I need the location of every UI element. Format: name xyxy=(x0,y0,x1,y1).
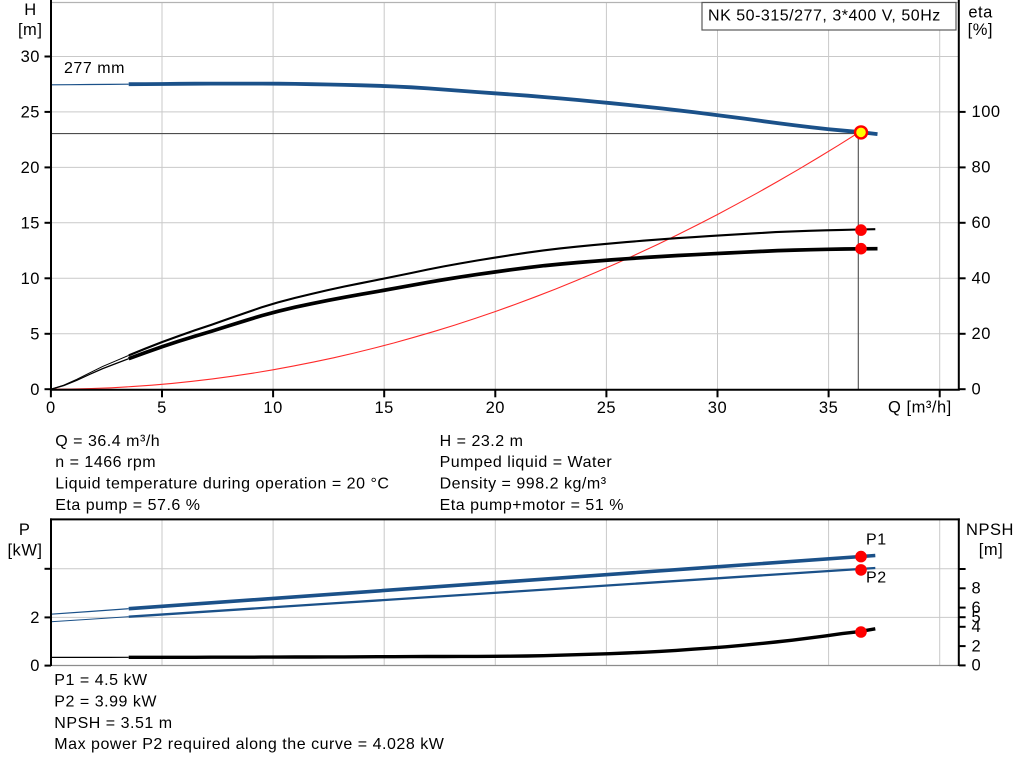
svg-text:Max power P2 required along th: Max power P2 required along the curve = … xyxy=(54,736,444,753)
svg-text:Density = 998.2 kg/m³: Density = 998.2 kg/m³ xyxy=(440,476,607,493)
svg-text:[m]: [m] xyxy=(979,541,1003,559)
svg-text:2: 2 xyxy=(972,637,982,655)
svg-text:100: 100 xyxy=(972,103,1001,121)
svg-text:Eta pump = 57.6 %: Eta pump = 57.6 % xyxy=(55,497,200,514)
svg-text:80: 80 xyxy=(972,159,991,177)
svg-text:0: 0 xyxy=(972,380,982,398)
svg-text:40: 40 xyxy=(972,270,991,288)
svg-text:4: 4 xyxy=(972,618,982,636)
svg-text:NPSH: NPSH xyxy=(966,521,1014,539)
svg-text:2: 2 xyxy=(30,609,40,627)
svg-text:10: 10 xyxy=(263,399,282,417)
svg-text:30: 30 xyxy=(21,48,40,66)
svg-text:0: 0 xyxy=(30,657,40,675)
svg-text:P2: P2 xyxy=(866,570,887,587)
svg-text:30: 30 xyxy=(708,399,727,417)
svg-text:60: 60 xyxy=(972,214,991,232)
svg-text:H = 23.2 m: H = 23.2 m xyxy=(440,433,524,450)
svg-text:Liquid temperature during oper: Liquid temperature during operation = 20… xyxy=(55,476,389,493)
svg-text:P: P xyxy=(19,521,31,539)
svg-text:NPSH = 3.51 m: NPSH = 3.51 m xyxy=(54,715,172,732)
svg-text:P2 = 3.99 kW: P2 = 3.99 kW xyxy=(54,694,157,711)
svg-text:[m]: [m] xyxy=(18,21,42,39)
svg-text:35: 35 xyxy=(819,399,838,417)
svg-text:Pumped liquid = Water: Pumped liquid = Water xyxy=(440,454,613,471)
svg-text:P1: P1 xyxy=(866,532,887,549)
svg-text:10: 10 xyxy=(21,270,40,288)
svg-text:P1 = 4.5 kW: P1 = 4.5 kW xyxy=(54,672,148,689)
svg-text:5: 5 xyxy=(30,325,40,343)
svg-text:[%]: [%] xyxy=(968,21,993,39)
svg-text:Q = 36.4 m³/h: Q = 36.4 m³/h xyxy=(55,433,160,450)
svg-text:25: 25 xyxy=(21,104,40,122)
svg-text:6: 6 xyxy=(972,599,982,617)
svg-text:15: 15 xyxy=(21,215,40,233)
svg-text:20: 20 xyxy=(21,159,40,177)
svg-text:0: 0 xyxy=(46,399,56,417)
svg-text:5: 5 xyxy=(157,399,167,417)
svg-text:[kW]: [kW] xyxy=(7,541,42,559)
svg-text:8: 8 xyxy=(972,580,982,598)
svg-text:277 mm: 277 mm xyxy=(64,60,125,77)
svg-text:0: 0 xyxy=(972,657,982,675)
svg-text:25: 25 xyxy=(597,399,616,417)
svg-text:n = 1466 rpm: n = 1466 rpm xyxy=(55,454,156,471)
svg-text:Q [m³/h]: Q [m³/h] xyxy=(888,399,952,417)
svg-text:eta: eta xyxy=(968,4,993,22)
svg-text:NK 50-315/277, 3*400 V, 50Hz: NK 50-315/277, 3*400 V, 50Hz xyxy=(708,8,941,25)
svg-text:5: 5 xyxy=(972,608,982,626)
svg-text:H: H xyxy=(24,1,36,19)
svg-text:20: 20 xyxy=(486,399,505,417)
svg-text:Eta pump+motor = 51 %: Eta pump+motor = 51 % xyxy=(440,497,624,514)
svg-text:15: 15 xyxy=(374,399,393,417)
svg-text:20: 20 xyxy=(972,325,991,343)
svg-text:0: 0 xyxy=(30,381,40,399)
